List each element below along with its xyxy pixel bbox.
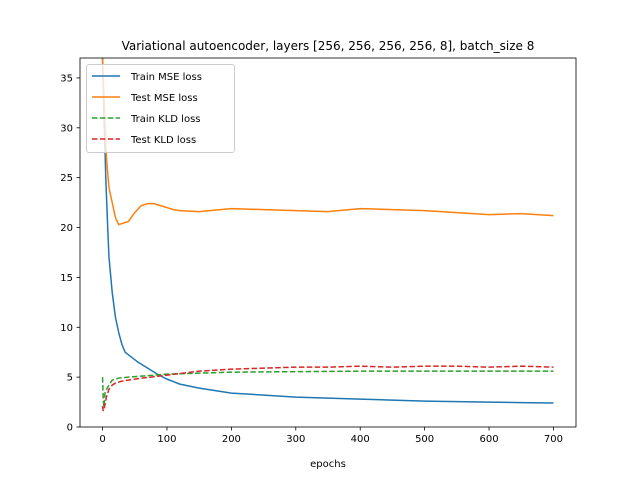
x-tick-label: 400 xyxy=(351,434,370,445)
series-line-3 xyxy=(101,370,554,408)
legend-label: Test KLD loss xyxy=(130,135,196,146)
y-tick-label: 25 xyxy=(60,173,73,184)
plot-frame xyxy=(79,57,577,428)
y-tick-label: 15 xyxy=(60,273,73,284)
x-tick-label: 100 xyxy=(157,434,176,445)
x-axis-label: epochs xyxy=(310,459,346,470)
x-tick-label: 500 xyxy=(415,434,434,445)
legend-label: Train MSE loss xyxy=(130,72,202,83)
legend-label: Train KLD loss xyxy=(130,114,201,125)
x-axis: 0 100 200 300 400 500 600 700 xyxy=(99,427,563,445)
x-tick-label: 700 xyxy=(544,434,563,445)
legend-label: Test MSE loss xyxy=(130,93,198,104)
series-line-1 xyxy=(101,58,554,404)
y-tick-label: 30 xyxy=(60,123,73,134)
plot-area xyxy=(79,57,577,428)
y-tick-label: 20 xyxy=(60,223,73,234)
legend: Train MSE loss Test MSE loss Train KLD los… xyxy=(86,64,235,153)
y-tick-label: 0 xyxy=(67,423,73,434)
y-axis: 0 5 10 15 20 25 30 35 xyxy=(60,73,80,434)
y-tick-label: 35 xyxy=(60,73,73,84)
x-tick-label: 600 xyxy=(479,434,498,445)
x-tick-label: 200 xyxy=(222,434,241,445)
legend-box xyxy=(86,64,235,153)
chart-title: Variational autoencoder, layers [256, 25… xyxy=(122,39,535,53)
x-tick-label: 300 xyxy=(286,434,305,445)
y-tick-label: 10 xyxy=(60,323,73,334)
y-tick-label: 5 xyxy=(67,373,73,384)
series-line-4 xyxy=(101,365,554,412)
series-line-2 xyxy=(101,58,554,226)
x-tick-label: 0 xyxy=(99,434,105,445)
